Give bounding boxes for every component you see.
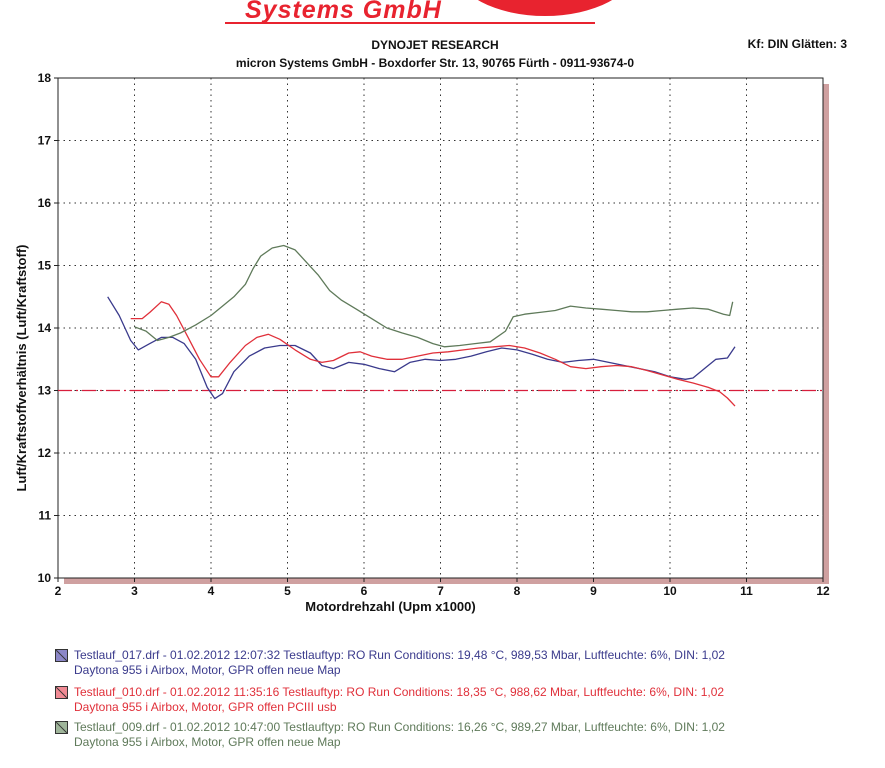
legend-entry-2: Testlauf_010.drf - 01.02.2012 11:35:16 T… [55, 685, 724, 715]
legend-entry-2-line2: Daytona 955 i Airbox, Motor, GPR offen P… [74, 700, 337, 714]
x-tick-label: 3 [131, 584, 138, 598]
y-tick-label: 18 [38, 71, 52, 85]
logo-underline [225, 22, 595, 24]
x-tick-label: 2 [55, 584, 62, 598]
correction-factor: Kf: DIN Glätten: 3 [747, 37, 847, 51]
y-tick-label: 15 [38, 259, 52, 273]
y-axis-label: Luft/Kraftstoffverhältnis (Luft/Kraftsto… [14, 245, 29, 492]
x-tick-label: 11 [740, 584, 753, 598]
legend-swatch-3 [55, 721, 68, 734]
company-logo: Systems GmbH [225, 0, 635, 30]
legend-entry-2-line1: Testlauf_010.drf - 01.02.2012 11:35:16 T… [74, 685, 725, 699]
x-tick-label: 12 [816, 584, 830, 598]
legend-swatch-2 [55, 686, 68, 699]
x-tick-label: 5 [284, 584, 291, 598]
y-tick-label: 12 [38, 446, 52, 460]
series-line-2 [130, 301, 736, 407]
chart-frame [57, 77, 829, 584]
legend-entry-1-line1: Testlauf_017.drf - 01.02.2012 12:07:32 T… [74, 648, 725, 662]
x-tick-label: 8 [514, 584, 521, 598]
chart-series [58, 244, 823, 407]
x-tick-label: 4 [208, 584, 215, 598]
legend-entry-1: Testlauf_017.drf - 01.02.2012 12:07:32 T… [55, 648, 725, 678]
y-tick-label: 17 [38, 134, 52, 148]
legend-swatch-1 [55, 649, 68, 662]
y-tick-label: 10 [38, 571, 52, 585]
y-tick-label: 16 [38, 196, 52, 210]
y-tick-label: 11 [38, 509, 51, 523]
x-tick-label: 9 [590, 584, 597, 598]
legend-entry-3: Testlauf_009.drf - 01.02.2012 10:47:00 T… [55, 720, 725, 750]
chart-axes: 2 3 4 5 6 7 8 9 10 11 12 10 11 12 13 14 15 16 17 18 Motordre… [14, 71, 830, 614]
legend-entry-1-line2: Daytona 955 i Airbox, Motor, GPR offen n… [74, 663, 341, 677]
y-tick-label: 14 [38, 321, 52, 335]
report-subtitle: micron Systems GmbH - Boxdorfer Str. 13,… [235, 56, 635, 70]
x-tick-label: 7 [437, 584, 444, 598]
legend-entry-3-line1: Testlauf_009.drf - 01.02.2012 10:47:00 T… [74, 720, 725, 734]
report-title: DYNOJET RESEARCH [371, 38, 499, 52]
x-axis-label: Motordrehzahl (Upm x1000) [305, 599, 475, 614]
afr-chart: 2 3 4 5 6 7 8 9 10 11 12 10 11 12 13 14 15 16 17 18 Motordre… [14, 71, 830, 614]
y-tick-label: 13 [38, 384, 52, 398]
legend-entry-3-line2: Daytona 955 i Airbox, Motor, GPR offen n… [74, 735, 341, 749]
series-line-3 [134, 244, 734, 348]
logo-text: Systems GmbH [245, 0, 442, 24]
x-tick-label: 6 [361, 584, 368, 598]
x-tick-label: 10 [663, 584, 677, 598]
